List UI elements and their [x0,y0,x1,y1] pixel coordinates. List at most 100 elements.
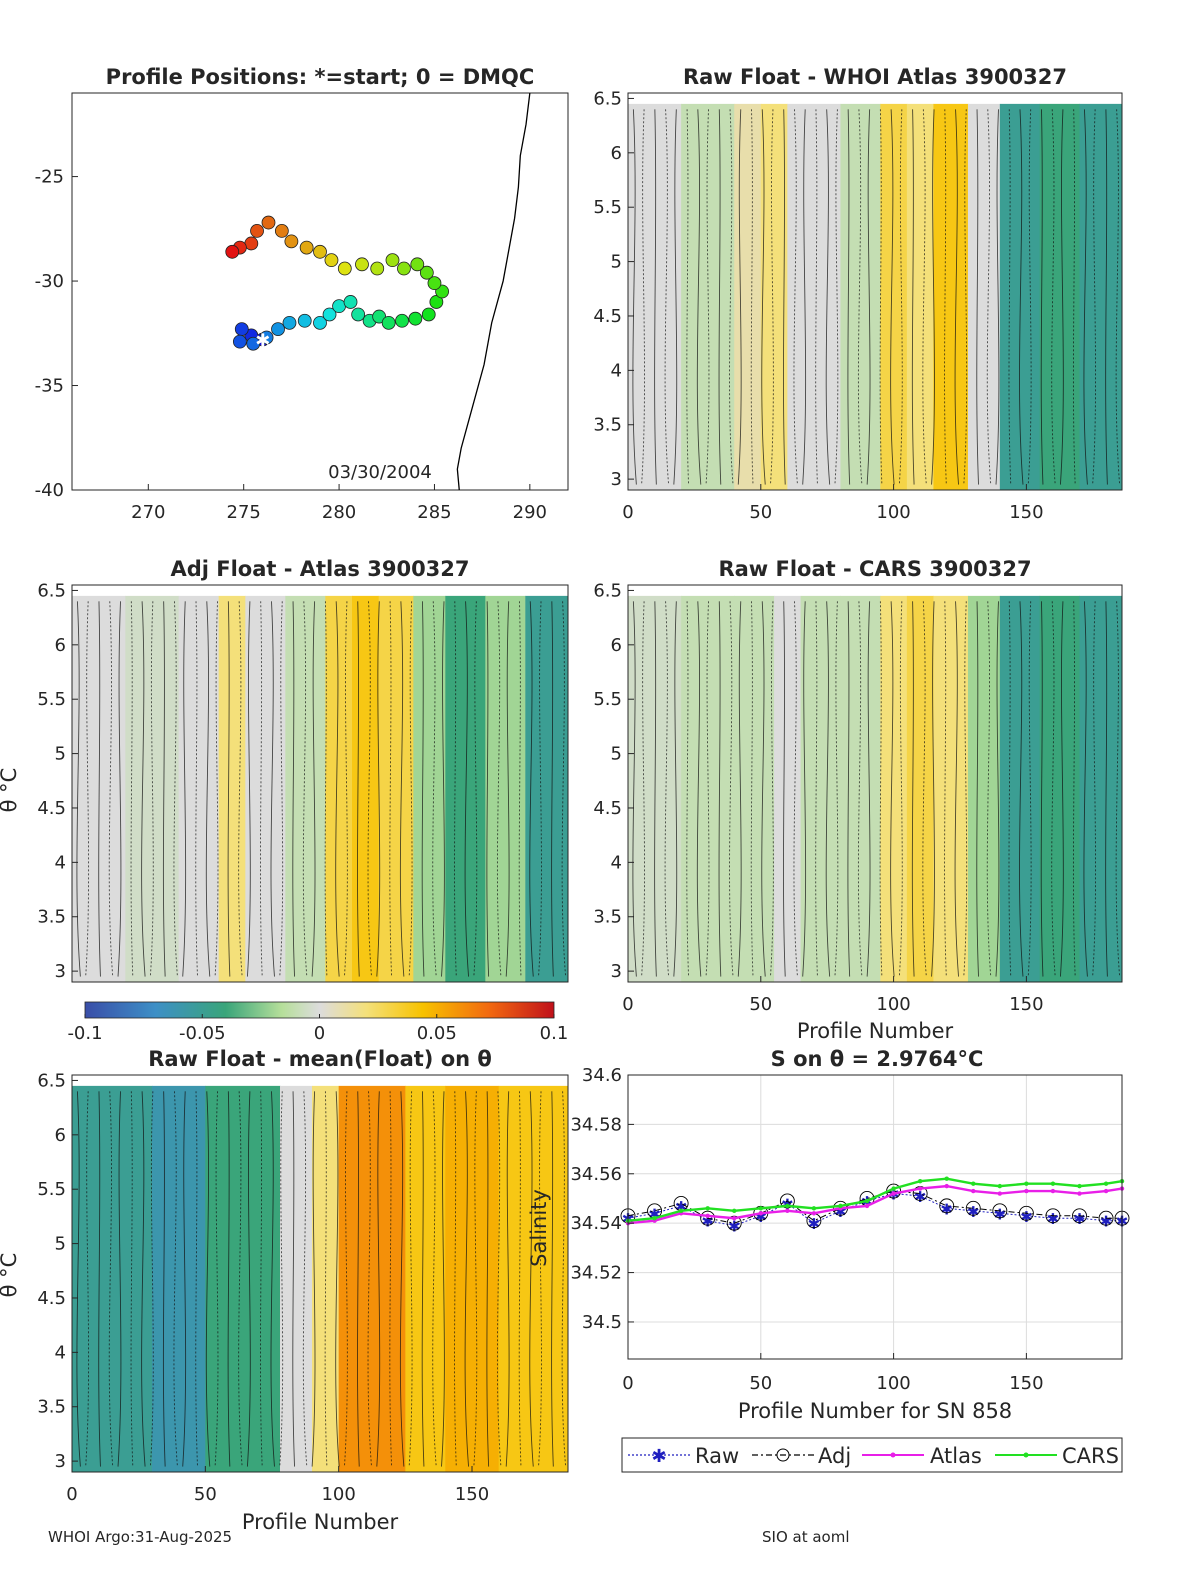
raw-atlas-contour-line [922,109,927,485]
raw-atlas-contour-line [641,109,645,485]
map-xtick-label: 290 [513,502,547,523]
salinity-cars-marker [1050,1181,1056,1186]
adj-atlas-contour-line [117,601,122,977]
raw-atlas-contour-line [857,109,863,485]
raw-atlas-contour-line [879,109,883,485]
colorbar-tick-label: 0 [314,1023,325,1044]
mean-anom-contour-line [538,1091,542,1467]
legend-raw-marker: ✱ [651,1446,666,1467]
raw-cars-anomaly-band [880,595,908,982]
profile-position-marker [385,253,400,268]
raw-atlas-contour-line [770,109,774,485]
salinity-xtick-label: 50 [749,1373,772,1394]
profile-position-marker [332,299,346,314]
adj-atlas-contour-line [441,601,445,977]
adj-atlas-contour-line [108,601,114,977]
legend-cars-marker [1023,1452,1029,1458]
mean-anom-anomaly-band [498,1085,569,1472]
mean-anom-contour-line [486,1091,490,1467]
raw-atlas-contour-line [986,109,992,485]
mean-anom-ytick-label: 4.5 [37,1288,66,1309]
adj-atlas-ytick-label: 4.5 [37,798,66,819]
profile-position-marker [282,315,297,330]
salinity-cars-marker [758,1206,763,1211]
profile-position-marker [351,307,366,322]
adj-atlas-anomaly-band [218,595,246,982]
profile-position-marker [410,257,425,272]
adj-atlas-ytick-label: 5 [55,744,66,765]
salinity-cars-marker [1077,1183,1082,1189]
colorbar-tick-label: 0.05 [417,1023,457,1044]
salinity-adj-marker [1072,1208,1087,1224]
footer-right: SIO at aoml [762,1528,850,1546]
raw-atlas-contour-line [1040,109,1044,485]
raw-cars-anomaly-band [681,595,735,982]
raw-atlas-anomaly-band [1079,103,1123,490]
raw-cars-contour-line [802,601,807,977]
mean-anom-anomaly-band [152,1085,206,1472]
raw-atlas-contour-line [793,109,798,485]
raw-atlas-anomaly-band [681,103,735,490]
mean-anom-xtick-label: 50 [194,1484,217,1505]
mean-anom-anomaly-band [72,1085,153,1472]
raw-atlas-contour-line [815,109,818,485]
mean-anom-ytick-label: 6.5 [37,1070,66,1091]
adj-atlas-contour-line [162,601,166,977]
profile-position-marker [337,261,352,276]
adj-atlas-contour-line [399,601,405,977]
adj-atlas-contour-line [76,601,81,977]
adj-atlas-contour-line [324,601,328,977]
raw-atlas-title: Raw Float - WHOI Atlas 3900327 [683,65,1067,89]
mean-anom-contour-line [399,1091,405,1467]
raw-cars-contour-line [761,601,766,977]
salinity-adj-marker [700,1210,716,1226]
raw-cars-contour-line [1019,601,1024,977]
profile-position-marker [299,240,314,255]
profile-position-marker [313,315,327,330]
adj-atlas-contour-line [130,601,134,977]
adj-atlas-ylabel: θ °C [0,768,21,813]
mean-anom-ylabel: θ °C [0,1253,21,1298]
mean-anom-contour-line [149,1091,154,1467]
raw-atlas-contour-line [944,109,947,485]
raw-cars-contour-line [1027,601,1032,977]
adj-atlas-ytick-label: 4 [55,852,66,873]
raw-cars-contour-line [879,601,883,977]
raw-atlas-ytick-label: 4.5 [593,306,622,327]
raw-cars-contour-line [673,601,678,977]
adj-atlas-anomaly-band [325,595,353,982]
adj-atlas-anomaly-band [352,595,380,982]
mean-anom-contour-line [311,1091,316,1467]
colorbar-tick-label: -0.1 [67,1023,102,1044]
profile-position-marker [271,322,285,337]
profile-position-marker [355,257,369,272]
adj-atlas-anomaly-band [485,595,526,982]
mean-anom-contour-line [529,1091,534,1467]
map-title: Profile Positions: *=start; 0 = DMQC [106,65,535,89]
mean-anom-contour-line [344,1091,348,1467]
adj-atlas-contour-line [432,601,437,977]
raw-cars-contour-line [783,601,786,977]
raw-cars-contour-line [995,601,1000,977]
map-xtick-label: 285 [417,502,451,523]
adj-atlas-contour-line [408,601,413,977]
salinity-raw-marker: ✱ [967,1203,980,1221]
raw-cars-contour-line [922,601,927,977]
mean-anom-ytick-label: 6 [55,1125,66,1146]
mean-anom-contour-line [246,1091,251,1467]
salinity-atlas-marker [997,1191,1003,1196]
raw-cars-ytick-label: 3.5 [593,907,622,928]
mean-anom-xtick-label: 150 [455,1484,489,1505]
adj-atlas-contour-line [357,601,360,977]
mean-anom-contour-line [421,1091,425,1467]
raw-atlas-ytick-label: 3.5 [593,415,622,436]
raw-atlas-contour-line [931,109,935,485]
raw-cars-ytick-label: 4.5 [593,798,622,819]
raw-cars-ytick-label: 5 [611,744,622,765]
mean-anom-contour-line [367,1091,372,1467]
map-axes [71,92,569,491]
profile-position-marker [324,253,339,268]
raw-atlas-ytick-label: 6 [611,143,622,164]
salinity-adj-marker [1098,1210,1114,1226]
raw-atlas-ytick-label: 6.5 [593,88,622,109]
